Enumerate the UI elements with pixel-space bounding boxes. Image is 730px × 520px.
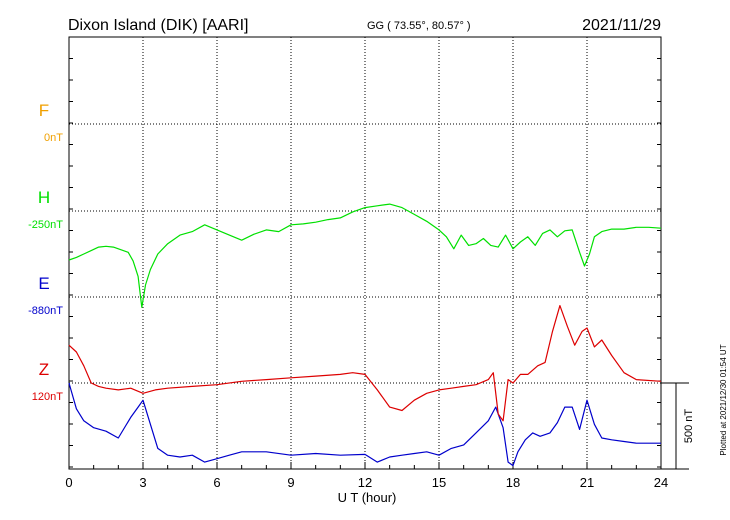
station-coords: GG ( 73.55°, 80.57° ) xyxy=(367,20,471,32)
chart-title: Dixon Island (DIK) [AARI] xyxy=(68,17,249,34)
x-axis-label: U T (hour) xyxy=(338,490,397,505)
grid-lines xyxy=(69,37,661,469)
series-line-H xyxy=(68,203,662,308)
series-baseline-H: -250nT xyxy=(28,219,63,231)
x-tick-label: 15 xyxy=(432,475,446,490)
series-baseline-Z: 120nT xyxy=(32,391,63,403)
x-tick-label: 12 xyxy=(358,475,372,490)
scale-bar-label: 500 nT xyxy=(683,409,695,444)
x-tick-label: 9 xyxy=(287,475,294,490)
x-tick-label: 3 xyxy=(139,475,146,490)
series-name-F: F xyxy=(39,101,49,120)
series-name-H: H xyxy=(38,188,50,207)
series-lines xyxy=(68,203,662,467)
x-tick-label: 6 xyxy=(213,475,220,490)
series-baseline-E: -880nT xyxy=(28,305,63,317)
series-line-Z xyxy=(68,305,662,422)
series-line-E xyxy=(68,382,661,467)
chart-date: 2021/11/29 xyxy=(582,17,661,34)
plotted-note: Plotted at 2021/12/30 01:54 UT xyxy=(719,344,728,455)
series-name-E: E xyxy=(38,274,49,293)
series-name-Z: Z xyxy=(39,360,49,379)
series-baseline-F: 0nT xyxy=(44,132,63,144)
scale-bar: 500 nT xyxy=(661,382,695,470)
x-tick-label: 21 xyxy=(580,475,594,490)
series-labels: F 0nT H -250nT E -880nT Z 120nT xyxy=(28,101,63,403)
x-tick-label: 24 xyxy=(654,475,668,490)
x-tick-label: 18 xyxy=(506,475,520,490)
axis-ticks: 0 3 6 9 12 15 18 21 24 xyxy=(65,58,668,490)
x-tick-label: 0 xyxy=(65,475,72,490)
